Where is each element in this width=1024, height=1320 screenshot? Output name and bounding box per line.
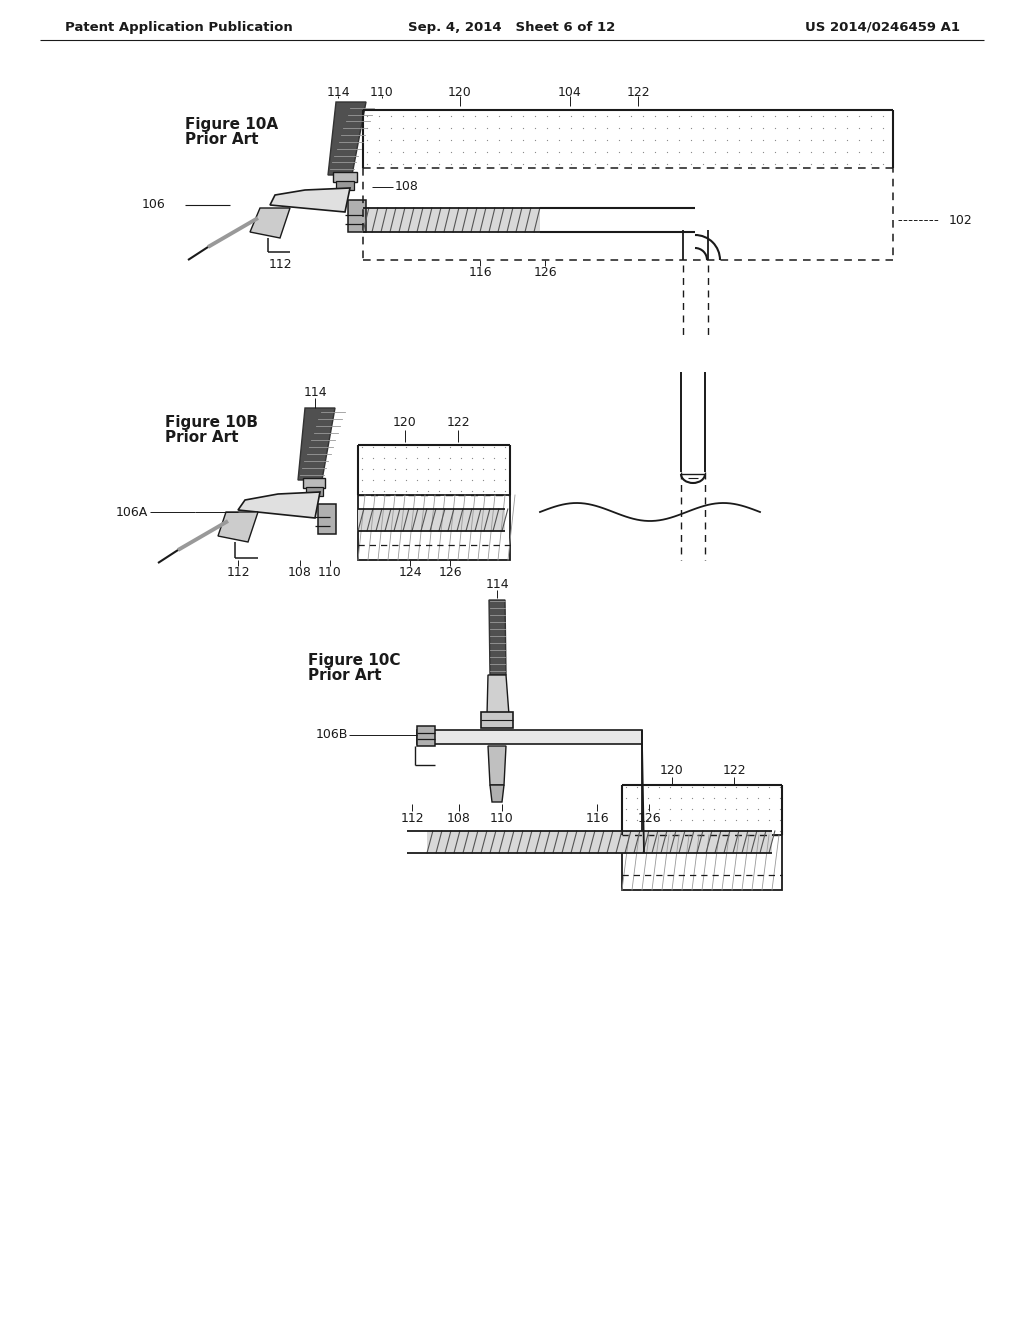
Text: Prior Art: Prior Art	[308, 668, 382, 684]
Text: 108: 108	[447, 812, 471, 825]
Text: Prior Art: Prior Art	[165, 430, 239, 446]
Text: 122: 122	[722, 763, 745, 776]
Polygon shape	[298, 408, 335, 480]
Bar	[427, 832, 772, 853]
Text: 106: 106	[141, 198, 165, 211]
Text: 116: 116	[585, 812, 609, 825]
Text: 112: 112	[226, 565, 250, 578]
Text: 102: 102	[949, 214, 973, 227]
Text: 112: 112	[400, 812, 424, 825]
Text: Figure 10A: Figure 10A	[185, 117, 279, 132]
Polygon shape	[218, 512, 258, 543]
Polygon shape	[238, 492, 319, 517]
Text: 120: 120	[449, 86, 472, 99]
Polygon shape	[270, 187, 350, 213]
Text: 114: 114	[303, 385, 327, 399]
Bar	[303, 478, 325, 488]
Text: 108: 108	[288, 565, 312, 578]
Text: Prior Art: Prior Art	[185, 132, 258, 148]
Bar	[348, 201, 366, 232]
Text: Figure 10C: Figure 10C	[308, 652, 400, 668]
Polygon shape	[328, 102, 366, 176]
Text: Figure 10B: Figure 10B	[165, 414, 258, 429]
Text: 112: 112	[268, 259, 292, 272]
Bar	[358, 495, 510, 560]
Polygon shape	[488, 746, 506, 785]
Text: 122: 122	[446, 417, 470, 429]
Bar	[417, 726, 435, 746]
Polygon shape	[490, 785, 504, 803]
Text: 108: 108	[395, 181, 419, 194]
Bar	[306, 487, 323, 496]
Bar	[333, 172, 357, 182]
Polygon shape	[417, 730, 642, 744]
Bar	[622, 836, 782, 890]
Text: 114: 114	[327, 86, 350, 99]
Text: 126: 126	[534, 265, 557, 279]
Text: 106B: 106B	[315, 729, 348, 742]
Polygon shape	[489, 601, 506, 675]
Bar	[481, 711, 513, 729]
Text: 126: 126	[637, 812, 660, 825]
Bar	[362, 209, 540, 232]
Bar	[358, 510, 505, 531]
Text: 124: 124	[398, 565, 422, 578]
Polygon shape	[250, 209, 290, 238]
Bar	[318, 504, 336, 535]
Text: 106A: 106A	[116, 506, 148, 519]
Text: 114: 114	[485, 578, 509, 590]
Text: 122: 122	[627, 86, 650, 99]
Text: 104: 104	[558, 86, 582, 99]
Text: 110: 110	[370, 86, 394, 99]
Text: 120: 120	[393, 417, 417, 429]
Text: Patent Application Publication: Patent Application Publication	[65, 21, 293, 33]
Text: 126: 126	[438, 565, 462, 578]
Text: US 2014/0246459 A1: US 2014/0246459 A1	[805, 21, 961, 33]
Text: 116: 116	[468, 265, 492, 279]
Text: 110: 110	[490, 812, 514, 825]
Text: 110: 110	[318, 565, 342, 578]
Bar	[336, 181, 354, 190]
Text: 120: 120	[660, 763, 684, 776]
Polygon shape	[487, 675, 509, 715]
Text: Sep. 4, 2014   Sheet 6 of 12: Sep. 4, 2014 Sheet 6 of 12	[409, 21, 615, 33]
